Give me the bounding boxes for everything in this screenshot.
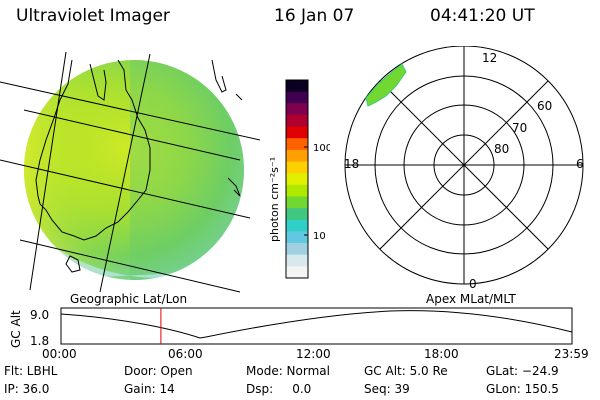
mlt-label-12: 12 xyxy=(482,51,497,65)
colorbar-stripe xyxy=(286,173,308,186)
colorbar-tick-10: 10 xyxy=(313,231,326,242)
timeline-x-tick-1200: 12:00 xyxy=(296,347,331,361)
mlt-label-18: 18 xyxy=(344,157,359,171)
lat-label-60: 60 xyxy=(537,99,552,113)
colorbar-stripe xyxy=(286,138,308,151)
glon-info: GLon: 150.5 xyxy=(486,382,559,396)
gain-info: Gain: 14 xyxy=(124,382,175,396)
geographic-label: Geographic Lat/Lon xyxy=(70,292,188,306)
latlon-grid xyxy=(0,51,260,293)
date-label: 16 Jan 07 xyxy=(274,6,355,26)
colorbar-tick-100: 100 xyxy=(313,143,330,154)
aurora-patch xyxy=(365,63,407,107)
timeline-y-tick-max: 9.0 xyxy=(30,308,49,322)
color-bar: 100 10 photon cm⁻²s⁻¹ xyxy=(268,79,330,279)
mlt-label-6: 6 xyxy=(576,157,584,171)
colorbar-stripe xyxy=(286,161,308,174)
mode-info: Mode: Normal xyxy=(246,364,330,378)
timeline-x-tick-2359: 23:59 xyxy=(554,347,589,361)
app-title: Ultraviolet Imager xyxy=(16,6,170,26)
filter-info: Flt: LBHL xyxy=(4,364,58,378)
geographic-image xyxy=(0,51,260,293)
colorbar-stripe xyxy=(286,103,308,116)
gc-alt-info: GC Alt: 5.0 Re xyxy=(364,364,448,378)
colorbar-stripe xyxy=(286,208,308,221)
colorbar-stripe xyxy=(286,254,308,267)
altitude-curve xyxy=(60,310,573,339)
lat-label-80: 80 xyxy=(494,142,509,156)
colorbar-stripe xyxy=(286,149,308,163)
timeline-y-tick-min: 1.8 xyxy=(30,334,49,348)
seq-info: Seq: 39 xyxy=(364,382,410,396)
ip-info: IP: 36.0 xyxy=(4,382,50,396)
dsp-info: Dsp: 0.0 xyxy=(246,382,312,396)
apex-label: Apex MLat/MLT xyxy=(426,292,516,306)
colorbar-stripe xyxy=(286,114,308,128)
colorbar-stripe xyxy=(286,231,308,244)
timeline-frame xyxy=(60,307,573,345)
colorbar-stripe xyxy=(286,243,308,256)
colorbar-stripe xyxy=(286,126,308,139)
coastline xyxy=(35,59,243,273)
timeline-x-tick-0600: 06:00 xyxy=(168,347,203,361)
mlt-label-0: 0 xyxy=(469,277,477,291)
altitude-timeline: GC Alt 9.0 1.8 00:00 06:00 12:00 18:00 2… xyxy=(9,307,589,361)
door-info: Door: Open xyxy=(124,364,193,378)
timeline-x-tick-1800: 18:00 xyxy=(424,347,459,361)
colorbar-stripe xyxy=(286,266,308,279)
colorbar-stripe xyxy=(286,80,308,93)
colorbar-stripe xyxy=(286,91,308,104)
glat-info: GLat: −24.9 xyxy=(486,364,559,378)
colorbar-unit-label: photon cm⁻²s⁻¹ xyxy=(268,157,281,242)
timeline-axis-label: GC Alt xyxy=(9,310,23,348)
lat-label-70: 70 xyxy=(512,121,527,135)
colorbar-stripe xyxy=(286,219,308,233)
timeline-x-tick-0000: 00:00 xyxy=(42,347,77,361)
colorbar-stripe xyxy=(286,196,308,209)
colorbar-stripe xyxy=(286,184,308,198)
polar-plot: 12 18 6 0 60 70 80 xyxy=(344,46,584,291)
time-label: 04:41:20 UT xyxy=(430,6,535,26)
